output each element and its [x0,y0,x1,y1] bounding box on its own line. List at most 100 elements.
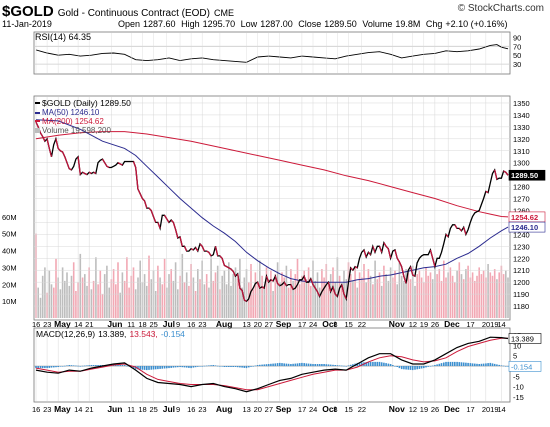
chg-label: Chg [425,19,443,29]
volume-bar [108,287,110,318]
volume-bar [396,284,398,319]
macd-histogram-bar [387,363,390,367]
volume-bar [79,253,82,318]
price-tick-label: 1240 [513,230,530,239]
macd-histogram-bar [168,366,170,369]
date-label-bottom: 17 [466,405,474,414]
macd-histogram-bar [392,365,394,366]
volume-bar [172,280,175,318]
macd-histogram-bar [298,363,301,366]
price-down-segment [226,266,230,269]
macd-histogram-bar [143,366,146,370]
macd-histogram-bar [163,366,166,369]
macd-histogram-bar [263,364,266,366]
price-down-segment [84,172,88,176]
date-label-bottom: Jun [107,404,122,414]
macd-histogram-bar [469,363,472,366]
macd-histogram-bar [480,363,483,367]
macd-histogram-bar [498,364,500,366]
price-down-segment [230,268,234,272]
price-down-segment [190,248,194,251]
macd-histogram-bar [338,365,341,366]
price-value-flag-text: 1246.10 [511,223,538,232]
date-label: 15 [344,320,352,329]
volume-tick-label: 20M [2,280,17,289]
volume-bar [241,287,243,318]
volume-bar [378,272,381,318]
volume-bar [425,267,427,318]
macd-histogram-bar [170,366,172,368]
hist-legend-value: -0.154 [161,329,185,339]
macd-histogram-bar [185,366,188,368]
volume-tick-label: 60M [2,213,17,222]
price-down-segment [312,284,316,289]
volume-bar [287,287,290,318]
price-tick-label: 1210 [513,266,530,275]
volume-bar [66,272,68,318]
volume-bar [157,265,159,318]
price-down-segment [208,251,212,257]
price-down-segment [170,219,174,223]
macd-histogram-bar [183,366,186,368]
volume-bar [491,275,494,318]
date-label-bottom: 19 [420,405,428,414]
macd-histogram-bar [411,366,414,371]
rsi-line [35,44,509,63]
price-down-segment [106,165,110,169]
volume-bar [232,274,234,318]
volume-bar [270,270,272,319]
volume-bar [143,274,146,318]
price-down-segment [243,299,247,302]
macd-histogram-bar [287,363,290,367]
macd-histogram-bar [403,366,405,370]
macd-histogram-bar [161,366,164,369]
macd-histogram-bar [261,364,263,366]
macd-histogram-bar [228,366,230,367]
price-down-segment [219,255,223,259]
close-value: 1289.50 [324,19,357,29]
macd-histogram-bar [394,366,396,367]
price-down-segment [341,284,345,295]
macd-histogram-bar [179,366,181,367]
macd-histogram-bar [223,366,226,367]
volume-bar [458,262,461,318]
price-down-segment [314,287,318,293]
price-legend: $GOLD (Daily) 1289.50 [42,98,131,108]
price-legend-swatch [35,102,40,104]
volume-bar [95,257,97,319]
price-down-segment [141,198,146,202]
macd-histogram-bar [423,366,425,369]
price-down-segment [372,246,376,253]
macd-histogram-bar [307,363,310,367]
macd-histogram-bar [84,365,86,367]
macd-histogram-bar [159,366,161,369]
macd-histogram-bar [372,361,374,366]
volume-bar [205,274,208,318]
volume-bar [338,275,341,318]
date-label: Jul [163,319,175,329]
macd-histogram-bar [154,366,157,370]
macd-histogram-bar [323,364,325,367]
volume-bar [449,267,452,318]
price-down-segment [174,229,179,239]
price-down-segment [82,171,86,175]
date-label: 23 [43,320,51,329]
open-label: Open [118,19,141,29]
volume-bar [471,272,474,318]
price-down-segment [148,207,152,211]
macd-histogram-bar [97,365,99,366]
macd-signal-line [35,337,509,391]
volume-bar [487,264,489,318]
macd-histogram-bar [400,366,403,370]
macd-histogram-bar [398,366,401,369]
macd-histogram-bar [152,366,155,370]
volume-bar [103,274,106,318]
price-down-segment [101,158,106,164]
price-tick-label: 1330 [513,123,530,132]
price-down-segment [363,249,367,258]
volume-bar [61,267,64,318]
price-tick-label: 1190 [513,290,529,299]
macd-line [35,336,509,393]
volume-bar [72,262,75,318]
macd-histogram-bar [290,364,292,367]
